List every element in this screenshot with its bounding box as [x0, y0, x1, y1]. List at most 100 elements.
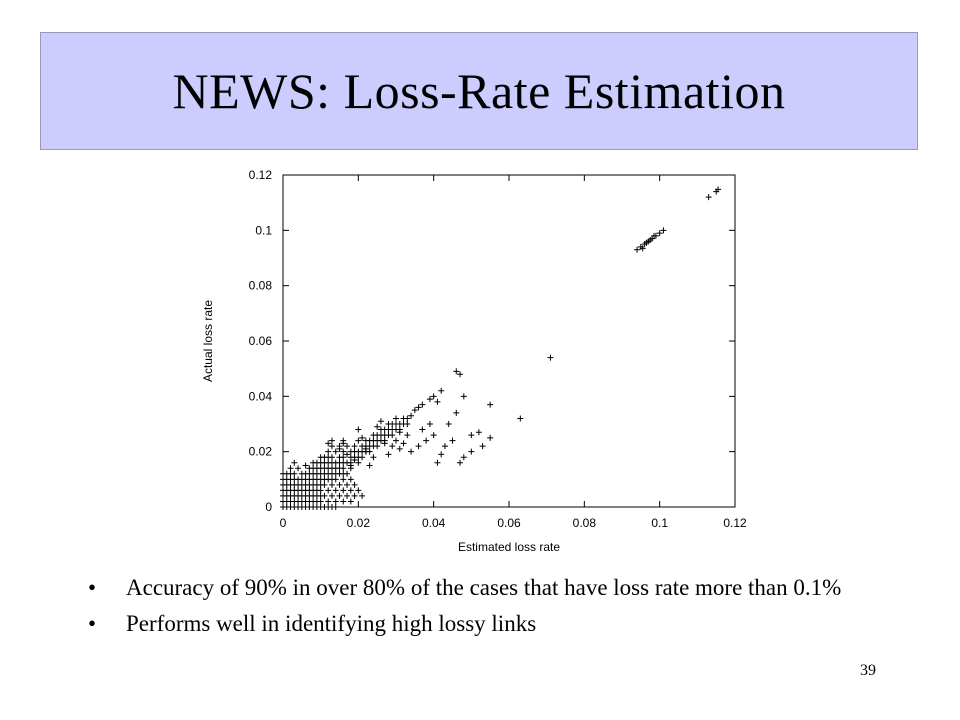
data-point	[291, 470, 298, 477]
data-point	[340, 487, 347, 494]
data-point	[438, 451, 445, 458]
data-point	[332, 487, 339, 494]
bullet-dot: •	[88, 611, 97, 636]
data-point	[374, 423, 381, 430]
data-point	[468, 448, 475, 455]
data-point	[396, 429, 403, 436]
data-point	[291, 459, 298, 466]
data-point	[426, 421, 433, 427]
data-point	[715, 186, 722, 193]
bullet-item: • Performs well in identifying high loss…	[88, 610, 878, 638]
data-point	[634, 246, 641, 253]
data-point	[328, 454, 335, 461]
data-point	[302, 462, 309, 469]
y-tick-label: 0	[265, 500, 272, 514]
data-point	[328, 443, 335, 450]
data-point	[340, 465, 347, 472]
data-point	[639, 245, 646, 252]
data-point	[340, 440, 347, 447]
data-point	[340, 448, 347, 455]
data-point	[370, 454, 377, 461]
data-point	[400, 440, 407, 447]
slide-title: NEWS: Loss-Rate Estimation	[172, 63, 786, 119]
data-point	[460, 393, 467, 400]
data-point	[453, 409, 460, 416]
data-point	[325, 487, 332, 494]
data-point	[351, 456, 358, 463]
y-tick-label: 0.02	[249, 445, 273, 459]
x-tick-label: 0.04	[422, 516, 446, 530]
data-point	[419, 426, 426, 433]
data-point	[347, 462, 354, 469]
data-point	[344, 443, 351, 450]
data-point	[393, 415, 399, 422]
data-point	[396, 445, 403, 452]
y-tick-label: 0.06	[249, 334, 273, 348]
data-point	[415, 404, 422, 411]
data-point	[328, 437, 335, 444]
data-point	[475, 429, 482, 436]
x-tick-label: 0.12	[723, 516, 747, 530]
data-point	[377, 418, 384, 425]
bullet-dot: •	[88, 575, 97, 600]
data-point	[404, 421, 411, 427]
data-point	[332, 448, 339, 455]
data-point	[385, 451, 392, 458]
y-tick-label: 0.04	[249, 389, 273, 403]
data-point	[487, 401, 494, 408]
x-tick-label: 0.06	[497, 516, 521, 530]
data-point	[374, 443, 381, 450]
data-point	[434, 398, 441, 405]
data-point	[457, 459, 464, 466]
data-point	[351, 443, 358, 450]
page-number: 39	[860, 662, 876, 679]
data-point	[441, 443, 448, 450]
data-point	[344, 470, 351, 477]
data-point	[460, 454, 467, 461]
bullet-text: Performs well in identifying high lossy …	[126, 611, 537, 636]
data-point	[660, 227, 667, 234]
data-points	[280, 186, 722, 510]
data-point	[430, 432, 437, 439]
data-point	[359, 454, 366, 461]
data-point	[355, 426, 362, 433]
data-point	[355, 459, 362, 466]
data-point	[423, 437, 430, 444]
data-point	[487, 434, 494, 441]
data-point	[468, 432, 475, 439]
data-point	[408, 412, 415, 419]
data-point	[389, 432, 396, 439]
data-point	[438, 387, 445, 394]
data-point	[415, 443, 422, 450]
data-point	[479, 443, 486, 450]
data-point	[656, 230, 663, 237]
data-point	[351, 481, 358, 488]
data-point	[332, 504, 339, 510]
data-point	[344, 481, 351, 488]
data-point	[419, 401, 426, 408]
data-point	[347, 498, 354, 505]
data-point	[411, 407, 418, 414]
y-tick-label: 0.12	[249, 168, 273, 182]
data-point	[340, 476, 347, 483]
x-tick-label: 0.1	[651, 516, 668, 530]
data-point	[340, 454, 347, 461]
data-point	[705, 194, 712, 201]
data-point	[340, 498, 347, 505]
data-point	[430, 393, 437, 400]
data-point	[547, 354, 554, 361]
data-point	[295, 465, 302, 472]
data-point	[408, 448, 415, 455]
data-point	[321, 481, 328, 488]
y-axis-label: Actual loss rate	[201, 300, 215, 382]
data-point	[453, 368, 460, 375]
data-point	[336, 481, 343, 488]
data-point	[321, 492, 328, 499]
data-point	[332, 498, 339, 505]
bullet-list: • Accuracy of 90% in over 80% of the cas…	[88, 574, 878, 646]
data-point	[325, 440, 332, 447]
data-point	[351, 492, 358, 499]
data-point	[404, 415, 411, 422]
data-point	[426, 396, 433, 403]
data-point	[347, 487, 354, 494]
